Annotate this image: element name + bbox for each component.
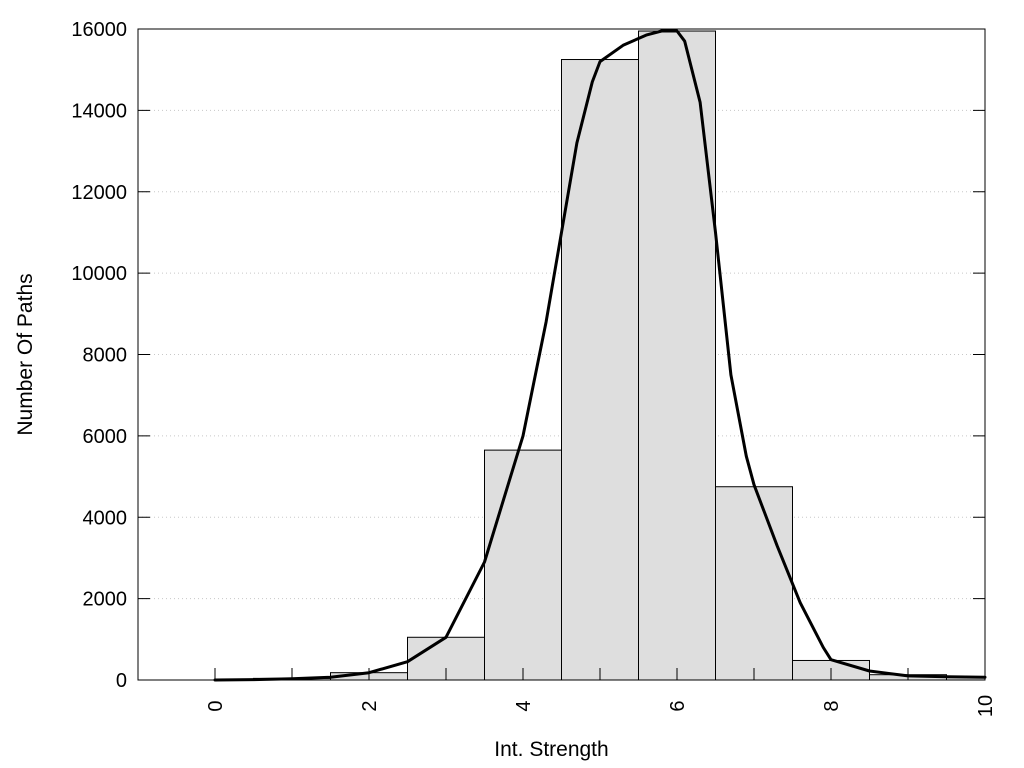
- y-tick-label: 6000: [83, 426, 128, 448]
- bar-5: [561, 59, 639, 681]
- labels-layer: 0 2000 4000 6000 8000 10000 12000 14000 16000 0 2 4…: [71, 19, 997, 717]
- y-tick-label: 4000: [83, 507, 128, 529]
- y-tick-label: 0: [116, 670, 127, 692]
- fit-curve-line: [213, 29, 987, 682]
- x-tick-label: 8: [821, 700, 843, 711]
- curve-layer: [213, 29, 987, 682]
- y-axis-title: Number Of Paths: [14, 273, 37, 435]
- x-tick-label: 4: [513, 700, 535, 711]
- bars-layer: [253, 30, 986, 681]
- y-tick-label: 2000: [83, 589, 128, 611]
- x-tick-label: 10: [975, 695, 997, 717]
- bar-4: [484, 449, 562, 681]
- bar-6: [638, 30, 716, 681]
- x-tick-label: 6: [667, 700, 689, 711]
- x-tick-label: 0: [205, 700, 227, 711]
- y-tick-label: 16000: [71, 19, 127, 41]
- bar-7: [715, 486, 793, 681]
- x-tick-label: 2: [359, 700, 381, 711]
- y-tick-label: 10000: [71, 263, 127, 285]
- x-axis-title: Int. Strength: [494, 738, 608, 761]
- y-tick-label: 12000: [71, 182, 127, 204]
- ticks-layer: [138, 28, 986, 681]
- y-tick-label: 8000: [83, 345, 128, 367]
- y-tick-label: 14000: [71, 100, 127, 122]
